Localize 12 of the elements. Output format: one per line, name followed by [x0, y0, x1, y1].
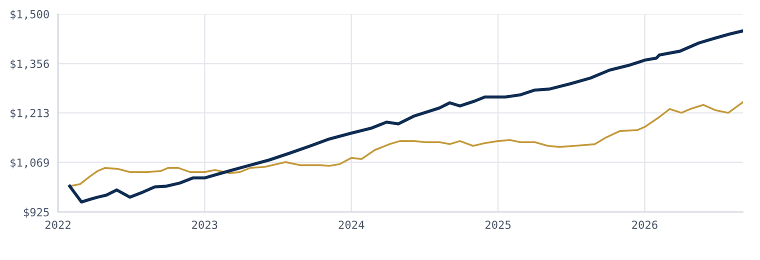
y-tick-label: $1,356 [10, 59, 49, 70]
y-tick-label: $925 [24, 208, 49, 218]
x-tick-label: 2023 [192, 220, 218, 229]
x-tick-label: 2025 [485, 220, 511, 229]
y-tick-label: $1,213 [10, 108, 49, 119]
y-tick-label: $1,069 [10, 158, 49, 168]
y-tick-label: $1,500 [10, 10, 49, 20]
x-tick-label: 2024 [338, 220, 364, 229]
x-tick-label: 2022 [45, 220, 70, 229]
line-series [68, 29, 743, 204]
line-series [68, 101, 743, 188]
x-tick-label: 2026 [632, 220, 658, 229]
